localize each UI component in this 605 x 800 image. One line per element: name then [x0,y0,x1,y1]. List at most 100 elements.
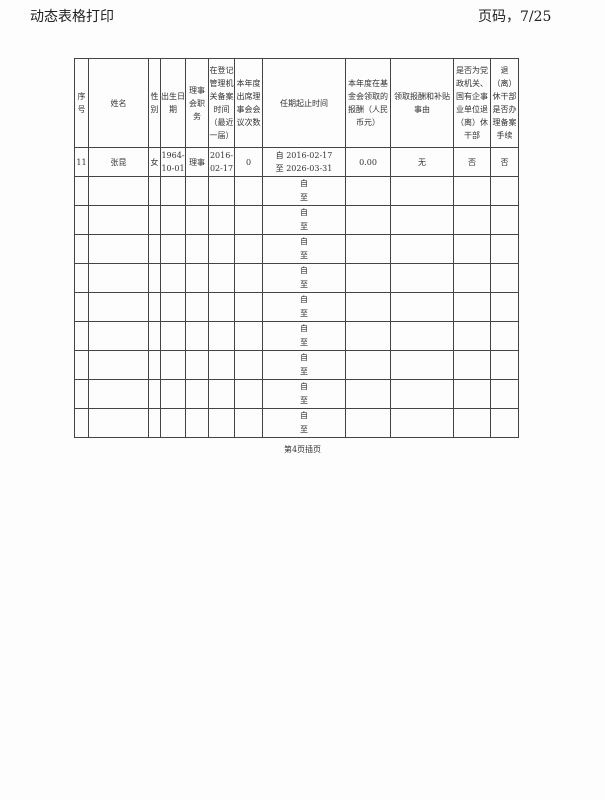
empty-cell [453,234,491,264]
term-from: 自 2016-02-17 [275,151,333,160]
term-from: 自 [300,411,308,420]
cell-name: 张昆 [88,147,149,177]
empty-cell [160,263,186,293]
footer-note: 第4页插页 [283,445,322,454]
empty-cell [234,321,263,351]
empty-cell [490,379,519,409]
empty-cell [345,263,391,293]
cell-no: 11 [74,147,89,177]
empty-cell [160,176,186,206]
empty-cell [88,205,149,235]
empty-cell [234,176,263,206]
empty-row: 自至 [74,234,519,264]
empty-cell [148,176,161,206]
empty-cell [490,292,519,322]
col-header: 本年度出席理事会会议次数 [234,58,263,148]
term-to: 至 [300,222,308,231]
term-to: 至 2026-03-31 [275,164,333,173]
empty-cell: 自至 [262,408,346,438]
empty-cell [453,408,491,438]
empty-cell [345,292,391,322]
empty-cell [234,234,263,264]
page-number: 页码，7/25 [478,9,552,25]
col-header: 理事会职务 [185,58,209,148]
col-header: 本年度在基金会领取的报酬（人民币元） [345,58,391,148]
empty-cell [74,350,89,380]
term-from: 自 [300,324,308,333]
empty-cell [390,379,454,409]
term-from: 自 [300,353,308,362]
empty-cell [390,321,454,351]
empty-cell: 自至 [262,205,346,235]
empty-cell [88,234,149,264]
empty-cell [208,408,235,438]
empty-cell: 自至 [262,321,346,351]
empty-cell [148,379,161,409]
cell-pay: 0.00 [345,147,391,177]
empty-cell [390,234,454,264]
empty-cell [453,263,491,293]
empty-cell [185,408,209,438]
empty-cell [390,292,454,322]
empty-cell [208,205,235,235]
col-header: 姓名 [88,58,149,148]
empty-cell [490,205,519,235]
empty-cell [234,205,263,235]
empty-cell [453,176,491,206]
empty-row: 自至 [74,176,519,206]
empty-cell [88,292,149,322]
empty-cell [345,205,391,235]
empty-cell [345,350,391,380]
col-header: 任期起止时间 [262,58,346,148]
empty-cell [234,350,263,380]
cell-attend: 0 [234,147,263,177]
term-to: 至 [300,251,308,260]
empty-cell [490,321,519,351]
empty-cell [490,176,519,206]
empty-cell [345,234,391,264]
header-row: 序号 姓名 性别 出生日期 理事会职务 在登记管理机关备案时间（最近一届） 本年… [74,58,519,148]
empty-cell [208,263,235,293]
empty-cell [390,263,454,293]
empty-cell [345,379,391,409]
empty-cell [160,350,186,380]
empty-row: 自至 [74,350,519,380]
term-from: 自 [300,179,308,188]
term-from: 自 [300,266,308,275]
empty-cell [74,379,89,409]
empty-cell [390,176,454,206]
empty-cell [148,321,161,351]
table-row: 11 张昆 女 1964-10-01 理事 2016-02-17 0 自 201… [74,147,519,177]
term-to: 至 [300,309,308,318]
empty-cell [234,379,263,409]
cell-retired: 否 [453,147,491,177]
col-header: 出生日期 [160,58,186,148]
cell-term: 自 2016-02-17 至 2026-03-31 [262,147,346,177]
empty-cell [74,321,89,351]
empty-cell [453,205,491,235]
empty-cell [208,176,235,206]
empty-cell [490,408,519,438]
cell-gender: 女 [148,147,161,177]
empty-cell [453,350,491,380]
term-to: 至 [300,280,308,289]
empty-cell [160,321,186,351]
empty-cell [390,350,454,380]
empty-cell: 自至 [262,263,346,293]
cell-filed-retired: 否 [490,147,519,177]
term-to: 至 [300,338,308,347]
cell-reason: 无 [390,147,454,177]
col-header: 在登记管理机关备案时间（最近一届） [208,58,235,148]
empty-cell [148,205,161,235]
empty-row: 自至 [74,321,519,351]
empty-row: 自至 [74,263,519,293]
empty-cell [88,321,149,351]
empty-cell: 自至 [262,350,346,380]
empty-cell [88,350,149,380]
empty-cell [74,292,89,322]
empty-cell [160,234,186,264]
empty-cell [74,263,89,293]
directors-table: 序号 姓名 性别 出生日期 理事会职务 在登记管理机关备案时间（最近一届） 本年… [74,58,519,438]
empty-cell [88,263,149,293]
